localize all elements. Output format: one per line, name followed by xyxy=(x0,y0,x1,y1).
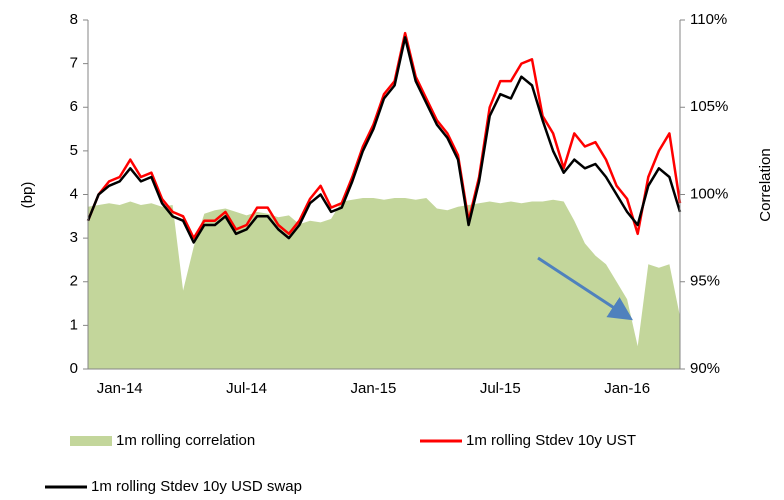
y2-tick-label: 95% xyxy=(690,273,720,290)
plot-area: 0 1 2 3 4 5 6 7 8 90% 95% 100% 105% 110% Jan-14 Jul-14 J… xyxy=(70,11,729,397)
y-tick-label: 6 xyxy=(70,98,78,115)
y-tick-label: 5 xyxy=(70,142,78,159)
area xyxy=(88,198,680,369)
y-tick-label: 8 xyxy=(70,11,78,28)
legend-label: 1m rolling correlation xyxy=(116,432,255,449)
y-tick-label: 2 xyxy=(70,273,78,290)
y-tick-label: 7 xyxy=(70,55,78,72)
y2-axis-label: Correlation xyxy=(757,148,774,221)
y2-tick-label: 100% xyxy=(690,185,728,202)
y-tick-label: 0 xyxy=(70,360,78,377)
legend-item: 1m rolling Stdev 10y USD swap xyxy=(45,478,302,495)
y-tick-label: 1 xyxy=(70,316,78,333)
x-tick-label: Jul-14 xyxy=(226,380,267,397)
y2-tick-label: 90% xyxy=(690,360,720,377)
x-tick-label: Jul-15 xyxy=(480,380,521,397)
legend-item: 1m rolling Stdev 10y UST xyxy=(420,432,636,449)
y-tick-label: 3 xyxy=(70,229,78,246)
y2-tick-label: 110% xyxy=(690,11,727,28)
line xyxy=(86,31,682,240)
annotation-arrow xyxy=(537,256,634,321)
legend-swatch xyxy=(70,436,112,446)
x-tick-label: Jan-14 xyxy=(97,380,143,397)
y-tick-label: 4 xyxy=(70,185,78,202)
x-tick-label: Jan-16 xyxy=(604,380,650,397)
legend-item: 1m rolling correlation xyxy=(70,432,255,449)
y-axis-label: (bp) xyxy=(19,182,36,209)
line xyxy=(86,36,682,244)
legend-label: 1m rolling Stdev 10y UST xyxy=(466,432,636,449)
x-tick-label: Jan-15 xyxy=(350,380,396,397)
y2-tick-label: 105% xyxy=(690,98,728,115)
legend-label: 1m rolling Stdev 10y USD swap xyxy=(91,478,302,495)
